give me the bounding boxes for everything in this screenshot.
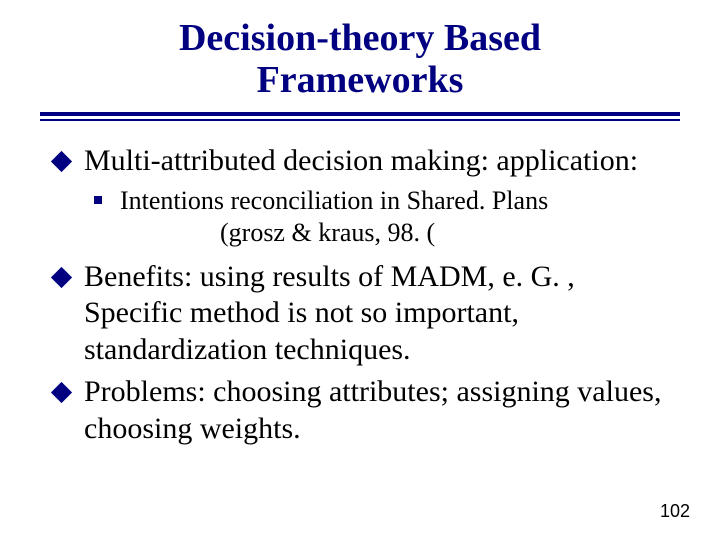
bullet-3-text: Problems: choosing attributes; assigning…	[84, 375, 661, 445]
bullet-item-2: Benefits: using results of MADM, e. G. ,…	[50, 259, 670, 369]
divider-bottom-line	[40, 119, 680, 121]
slide-title: Decision-theory Based Frameworks	[40, 18, 680, 102]
bullet-item-1: Multi-attributed decision making: applic…	[50, 143, 670, 180]
slide: Decision-theory Based Frameworks Multi-a…	[0, 0, 720, 540]
dot-icon	[94, 196, 102, 204]
title-divider	[40, 112, 680, 121]
content-area: Multi-attributed decision making: applic…	[40, 143, 680, 448]
diamond-icon	[51, 267, 72, 288]
title-line-2: Frameworks	[257, 59, 464, 101]
page-number: 102	[660, 501, 690, 522]
bullet-2-text: Benefits: using results of MADM, e. G. ,…	[84, 260, 575, 366]
sub-bullet-line1: Intentions reconciliation in Shared. Pla…	[120, 186, 548, 215]
bullet-item-3: Problems: choosing attributes; assigning…	[50, 374, 670, 447]
sub-bullet-line2: (grosz & kraus, 98. (	[120, 217, 670, 249]
sub-bullet-item-1: Intentions reconciliation in Shared. Pla…	[50, 185, 670, 248]
bullet-1-text: Multi-attributed decision making: applic…	[84, 144, 638, 177]
diamond-icon	[51, 382, 72, 403]
title-line-1: Decision-theory Based	[179, 17, 541, 59]
diamond-icon	[51, 150, 72, 171]
